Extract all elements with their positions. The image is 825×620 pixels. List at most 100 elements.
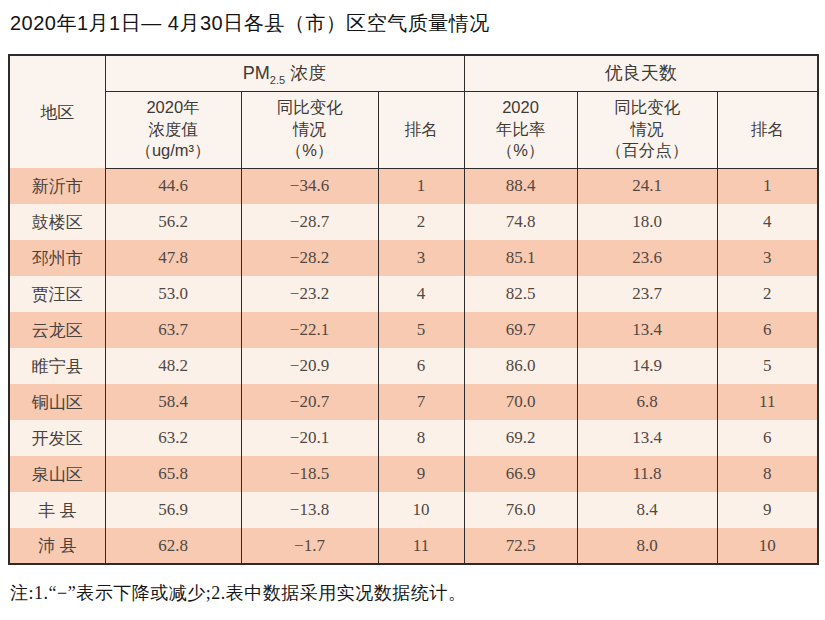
pm-rank-cell: 4	[378, 276, 464, 312]
gooddays-change-cell: 14.9	[577, 348, 717, 384]
gooddays-rate-cell: 66.9	[464, 456, 577, 492]
pm-change-cell: −28.2	[241, 240, 378, 276]
gooddays-change-cell: 13.4	[577, 420, 717, 456]
pm-rank-cell: 2	[378, 204, 464, 240]
header-group-row: 地区 PM2.5 浓度 优良天数	[9, 55, 818, 91]
pm-change-cell: −28.7	[241, 204, 378, 240]
pm25-label-prefix: PM	[243, 63, 270, 83]
gooddays-rank-cell: 4	[717, 204, 818, 240]
pm-change-cell: −23.2	[241, 276, 378, 312]
gooddays-rank-cell: 6	[717, 312, 818, 348]
page-title: 2020年1月1日— 4月30日各县（市）区空气质量情况	[10, 10, 825, 37]
pm-rank-cell: 5	[378, 312, 464, 348]
region-cell: 铜山区	[9, 384, 105, 420]
region-cell: 邳州市	[9, 240, 105, 276]
col-group-good-days: 优良天数	[464, 55, 818, 91]
pm-value-cell: 63.7	[105, 312, 241, 348]
gooddays-change-cell: 24.1	[577, 168, 717, 204]
gooddays-rate-cell: 69.7	[464, 312, 577, 348]
col-header-gooddays-rate: 2020 年比率 （%）	[464, 91, 577, 168]
pm-change-cell: −18.5	[241, 456, 378, 492]
gooddays-rank-cell: 11	[717, 384, 818, 420]
gooddays-rate-cell: 76.0	[464, 492, 577, 528]
gooddays-rank-cell: 5	[717, 348, 818, 384]
pm-value-cell: 65.8	[105, 456, 241, 492]
col-header-pm-change: 同比变化 情况 （%）	[241, 91, 378, 168]
region-cell: 云龙区	[9, 312, 105, 348]
gooddays-rank-cell: 8	[717, 456, 818, 492]
gooddays-change-cell: 8.4	[577, 492, 717, 528]
pm-value-cell: 58.4	[105, 384, 241, 420]
air-quality-table: 地区 PM2.5 浓度 优良天数 2020年 浓度值 （ug/m³） 同比变化 …	[8, 54, 819, 565]
pm-change-cell: −34.6	[241, 168, 378, 204]
table-row: 泉山区65.8−18.5966.911.88	[9, 456, 818, 492]
pm-value-cell: 63.2	[105, 420, 241, 456]
pm-rank-cell: 8	[378, 420, 464, 456]
pm-value-cell: 56.9	[105, 492, 241, 528]
pm-change-cell: −1.7	[241, 528, 378, 564]
region-cell: 开发区	[9, 420, 105, 456]
pm-change-cell: −22.1	[241, 312, 378, 348]
gooddays-rank-cell: 3	[717, 240, 818, 276]
header-sub-row: 2020年 浓度值 （ug/m³） 同比变化 情况 （%） 排名 2020 年比…	[9, 91, 818, 168]
gooddays-rate-cell: 88.4	[464, 168, 577, 204]
pm-rank-cell: 1	[378, 168, 464, 204]
gooddays-change-cell: 23.6	[577, 240, 717, 276]
pm-value-cell: 62.8	[105, 528, 241, 564]
gooddays-rate-cell: 86.0	[464, 348, 577, 384]
pm-value-cell: 56.2	[105, 204, 241, 240]
footnote: 注:1.“−”表示下降或减少;2.表中数据采用实况数据统计。	[10, 581, 825, 605]
region-cell: 睢宁县	[9, 348, 105, 384]
table-row: 铜山区58.4−20.7770.06.811	[9, 384, 818, 420]
col-header-region: 地区	[9, 55, 105, 168]
gooddays-rank-cell: 2	[717, 276, 818, 312]
pm-value-cell: 47.8	[105, 240, 241, 276]
gooddays-rate-cell: 82.5	[464, 276, 577, 312]
col-header-pm-value: 2020年 浓度值 （ug/m³）	[105, 91, 241, 168]
pm-rank-cell: 10	[378, 492, 464, 528]
gooddays-change-cell: 23.7	[577, 276, 717, 312]
gooddays-rate-cell: 72.5	[464, 528, 577, 564]
pm-change-cell: −13.8	[241, 492, 378, 528]
table-body: 新沂市44.6−34.6188.424.11鼓楼区56.2−28.7274.81…	[9, 168, 818, 564]
pm-value-cell: 44.6	[105, 168, 241, 204]
pm-rank-cell: 9	[378, 456, 464, 492]
gooddays-rank-cell: 10	[717, 528, 818, 564]
region-cell: 鼓楼区	[9, 204, 105, 240]
pm25-label-subscript: 2.5	[270, 74, 285, 86]
gooddays-rank-cell: 6	[717, 420, 818, 456]
table-row: 丰 县56.9−13.81076.08.49	[9, 492, 818, 528]
table-row: 开发区63.2−20.1869.213.46	[9, 420, 818, 456]
pm-rank-cell: 7	[378, 384, 464, 420]
pm-change-cell: −20.7	[241, 384, 378, 420]
col-header-pm-rank: 排名	[378, 91, 464, 168]
table-row: 沛 县62.8−1.71172.58.010	[9, 528, 818, 564]
gooddays-rank-cell: 9	[717, 492, 818, 528]
gooddays-change-cell: 6.8	[577, 384, 717, 420]
gooddays-rate-cell: 85.1	[464, 240, 577, 276]
pm-value-cell: 53.0	[105, 276, 241, 312]
table-row: 鼓楼区56.2−28.7274.818.04	[9, 204, 818, 240]
table-row: 睢宁县48.2−20.9686.014.95	[9, 348, 818, 384]
pm-change-cell: −20.1	[241, 420, 378, 456]
col-header-gooddays-change: 同比变化 情况 （百分点）	[577, 91, 717, 168]
gooddays-rank-cell: 1	[717, 168, 818, 204]
pm25-label-suffix: 浓度	[285, 63, 326, 83]
gooddays-change-cell: 8.0	[577, 528, 717, 564]
gooddays-rate-cell: 74.8	[464, 204, 577, 240]
region-cell: 丰 县	[9, 492, 105, 528]
pm-rank-cell: 11	[378, 528, 464, 564]
gooddays-rate-cell: 70.0	[464, 384, 577, 420]
region-cell: 泉山区	[9, 456, 105, 492]
pm-change-cell: −20.9	[241, 348, 378, 384]
pm-rank-cell: 6	[378, 348, 464, 384]
table-row: 贾汪区53.0−23.2482.523.72	[9, 276, 818, 312]
region-cell: 沛 县	[9, 528, 105, 564]
table-row: 新沂市44.6−34.6188.424.11	[9, 168, 818, 204]
gooddays-rate-cell: 69.2	[464, 420, 577, 456]
pm-value-cell: 48.2	[105, 348, 241, 384]
page: 2020年1月1日— 4月30日各县（市）区空气质量情况 地区 PM2.5 浓度…	[0, 10, 825, 620]
table-row: 云龙区63.7−22.1569.713.46	[9, 312, 818, 348]
gooddays-change-cell: 13.4	[577, 312, 717, 348]
region-cell: 贾汪区	[9, 276, 105, 312]
